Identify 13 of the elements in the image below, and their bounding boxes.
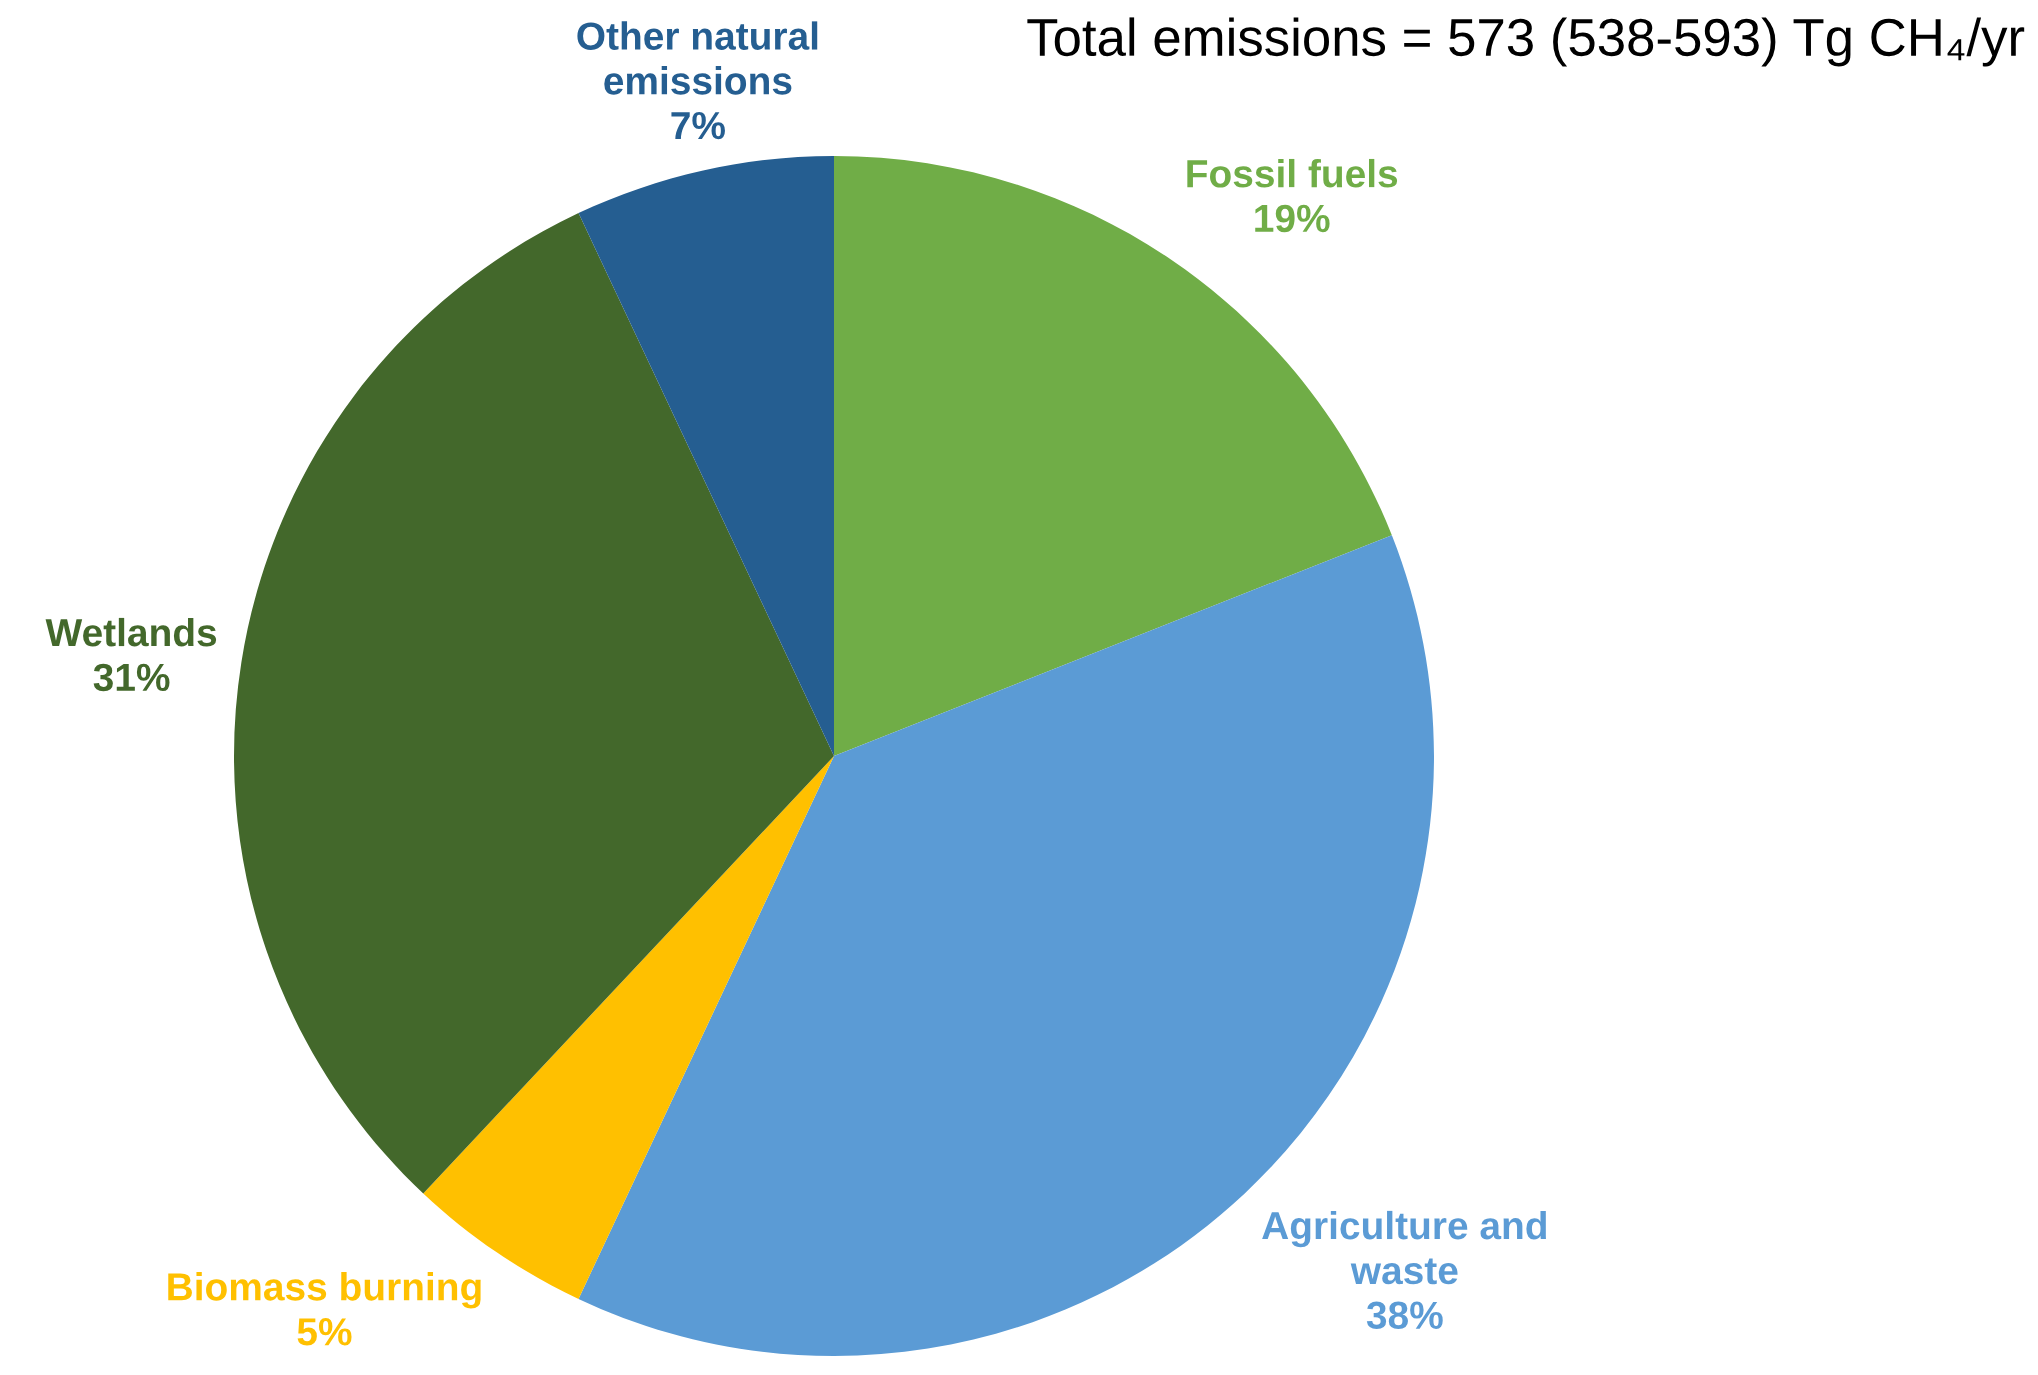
data-label: 5%: [297, 1318, 352, 1346]
slice-label: Fossil fuels: [1187, 158, 1398, 188]
data-label: 19%: [1255, 204, 1330, 233]
pie-slice: [234, 213, 834, 1194]
slice-label: Wetlands: [45, 617, 217, 647]
data-label: 38%: [1366, 1301, 1443, 1330]
chart-title: Total emissions = 573 (538-593) Tg CH₄/yr: [1027, 17, 2025, 67]
slice-label: Other natural emissions: [577, 21, 818, 95]
pie-slice: [578, 156, 834, 756]
slice-label: Agriculture and waste: [1262, 1210, 1546, 1285]
slice-label: Biomass burning: [168, 1272, 481, 1309]
data-label: 31%: [93, 663, 170, 692]
data-label: 7%: [671, 111, 725, 140]
